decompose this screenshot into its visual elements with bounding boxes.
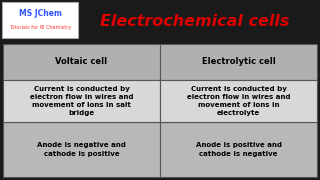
Text: Tutorials for IB Chemistry: Tutorials for IB Chemistry [9, 25, 71, 30]
Text: Anode is negative and
cathode is positive: Anode is negative and cathode is positiv… [37, 142, 126, 157]
Text: Anode is positive and
cathode is negative: Anode is positive and cathode is negativ… [196, 142, 282, 157]
Bar [3, 80, 160, 122]
Bar [3, 44, 160, 80]
Text: Electrochemical cells: Electrochemical cells [100, 15, 290, 30]
Bar [160, 122, 317, 177]
Bar [160, 80, 317, 122]
Text: Current is conducted by
electron flow in wires and
movement of ions in
electroly: Current is conducted by electron flow in… [187, 86, 290, 116]
Bar [3, 122, 160, 177]
FancyBboxPatch shape [2, 2, 78, 38]
Bar [160, 44, 317, 80]
Text: MS JChem: MS JChem [19, 9, 61, 18]
Text: Current is conducted by
electron flow in wires and
movement of ions in salt
brid: Current is conducted by electron flow in… [30, 86, 133, 116]
Text: Electrolytic cell: Electrolytic cell [202, 57, 276, 66]
Text: Voltaic cell: Voltaic cell [55, 57, 108, 66]
